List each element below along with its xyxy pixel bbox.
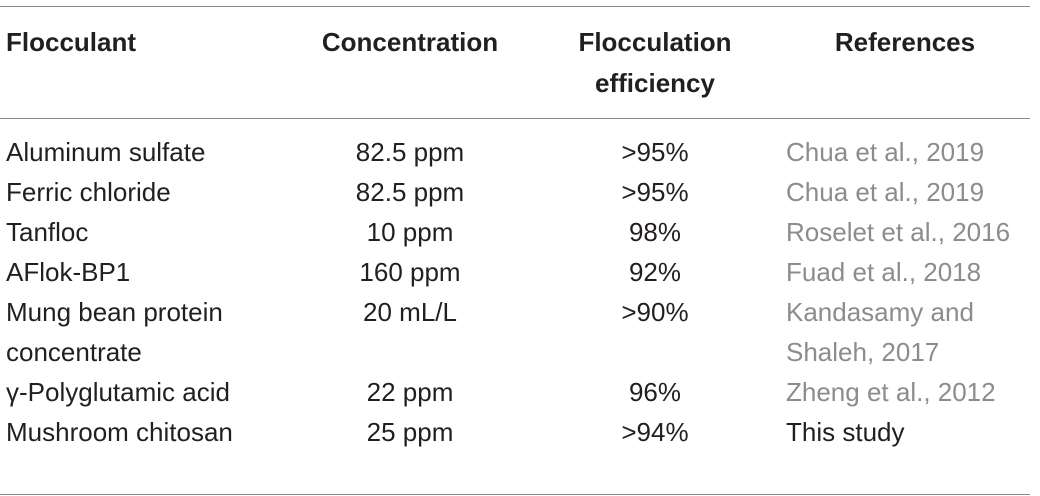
cell-efficiency: >95% bbox=[621, 137, 689, 167]
cell-reference-link[interactable]: Fuad et al., 2018 bbox=[786, 257, 982, 287]
cell-efficiency: >95% bbox=[621, 177, 689, 207]
table-body: Aluminum sulfate 82.5 ppm >95% Chua et a… bbox=[0, 118, 1030, 452]
table-header: Flocculant Concentration Flocculation ef… bbox=[0, 7, 1030, 118]
cell-reference: This study bbox=[786, 417, 905, 447]
cell-flocculant: Aluminum sulfate bbox=[6, 137, 206, 167]
cell-reference-link[interactable]: Zheng et al., 2012 bbox=[786, 377, 996, 407]
cell-flocculant: γ-Polyglutamic acid bbox=[6, 377, 230, 407]
table-row: Aluminum sulfate 82.5 ppm >95% Chua et a… bbox=[0, 118, 1030, 172]
table-row: Mung bean protein concentrate 20 mL/L >9… bbox=[0, 292, 1030, 372]
cell-efficiency: 92% bbox=[628, 257, 682, 287]
flocculant-comparison-table: Flocculant Concentration Flocculation ef… bbox=[0, 7, 1030, 452]
header-flocculation-efficiency: Flocculation efficiency bbox=[578, 27, 732, 98]
cell-reference-link[interactable]: Roselet et al., 2016 bbox=[786, 217, 1011, 247]
cell-flocculant: AFlok-BP1 bbox=[6, 257, 131, 287]
table-row: Mushroom chitosan 25 ppm >94% This study bbox=[0, 412, 1030, 452]
cell-efficiency: >90% bbox=[621, 297, 689, 327]
table-row: AFlok-BP1 160 ppm 92% Fuad et al., 2018 bbox=[0, 252, 1030, 292]
cell-efficiency: >94% bbox=[621, 417, 689, 447]
header-concentration: Concentration bbox=[321, 27, 499, 57]
cell-concentration: 82.5 ppm bbox=[355, 177, 465, 207]
header-row: Flocculant Concentration Flocculation ef… bbox=[0, 7, 1030, 118]
table-header-rule bbox=[0, 118, 1030, 119]
cell-reference-link[interactable]: Kandasamy and Shaleh, 2017 bbox=[786, 297, 974, 367]
header-flocculant: Flocculant bbox=[6, 27, 137, 57]
table-row: Ferric chloride 82.5 ppm >95% Chua et al… bbox=[0, 172, 1030, 212]
cell-flocculant: Mung bean protein concentrate bbox=[6, 297, 223, 367]
header-references: References bbox=[834, 27, 976, 57]
cell-concentration: 10 ppm bbox=[366, 217, 454, 247]
cell-efficiency: 98% bbox=[628, 217, 682, 247]
cell-reference-link[interactable]: Chua et al., 2019 bbox=[786, 177, 985, 207]
cell-concentration: 20 mL/L bbox=[363, 297, 457, 327]
table-row: γ-Polyglutamic acid 22 ppm 96% Zheng et … bbox=[0, 372, 1030, 412]
cell-flocculant: Mushroom chitosan bbox=[6, 417, 233, 447]
cell-efficiency: 96% bbox=[628, 377, 682, 407]
cell-concentration: 82.5 ppm bbox=[355, 137, 465, 167]
table-top-rule bbox=[0, 6, 1030, 7]
cell-concentration: 160 ppm bbox=[359, 257, 461, 287]
cell-concentration: 22 ppm bbox=[366, 377, 454, 407]
cell-reference-link[interactable]: Chua et al., 2019 bbox=[786, 137, 985, 167]
cell-flocculant: Ferric chloride bbox=[6, 177, 171, 207]
cell-concentration: 25 ppm bbox=[366, 417, 454, 447]
cell-flocculant: Tanfloc bbox=[6, 217, 89, 247]
table-row: Tanfloc 10 ppm 98% Roselet et al., 2016 bbox=[0, 212, 1030, 252]
table-bottom-rule bbox=[0, 494, 1030, 495]
